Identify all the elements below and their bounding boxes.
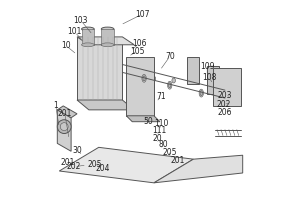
Polygon shape — [59, 147, 194, 183]
Ellipse shape — [192, 80, 195, 85]
Text: 103: 103 — [73, 16, 88, 25]
Text: 203: 203 — [218, 91, 232, 100]
Text: 201: 201 — [58, 109, 72, 118]
Text: 105: 105 — [130, 47, 144, 56]
Ellipse shape — [172, 78, 175, 83]
Text: 205: 205 — [163, 148, 177, 157]
Ellipse shape — [200, 91, 203, 96]
Text: 71: 71 — [157, 92, 166, 101]
Ellipse shape — [101, 27, 114, 31]
Polygon shape — [126, 116, 160, 122]
Text: 110: 110 — [154, 119, 169, 128]
Ellipse shape — [168, 81, 172, 89]
Ellipse shape — [82, 27, 94, 31]
Text: 201: 201 — [61, 158, 75, 167]
Text: 30: 30 — [73, 146, 82, 155]
Text: 204: 204 — [96, 164, 110, 173]
Circle shape — [57, 120, 71, 134]
Text: 10: 10 — [61, 41, 71, 50]
Text: 1: 1 — [53, 101, 58, 110]
Polygon shape — [101, 29, 114, 45]
Polygon shape — [57, 110, 71, 151]
Text: 205: 205 — [88, 160, 102, 169]
Ellipse shape — [142, 74, 146, 82]
Text: 201: 201 — [170, 156, 185, 165]
Text: 107: 107 — [135, 10, 149, 19]
Ellipse shape — [136, 75, 140, 80]
Text: 111: 111 — [152, 126, 167, 135]
Ellipse shape — [199, 89, 203, 97]
Polygon shape — [213, 68, 241, 106]
Text: 70: 70 — [165, 52, 175, 61]
Text: 202: 202 — [217, 100, 231, 109]
Text: 109: 109 — [200, 62, 214, 71]
Ellipse shape — [101, 43, 114, 47]
Ellipse shape — [169, 83, 171, 88]
Text: 50: 50 — [143, 117, 153, 126]
Polygon shape — [77, 100, 134, 110]
Circle shape — [60, 123, 68, 131]
Text: 80: 80 — [159, 140, 168, 149]
Polygon shape — [188, 57, 199, 84]
Polygon shape — [82, 29, 94, 45]
Polygon shape — [154, 155, 243, 183]
Text: 202: 202 — [67, 162, 81, 171]
Text: 206: 206 — [218, 108, 232, 117]
Polygon shape — [57, 106, 77, 118]
Polygon shape — [207, 66, 219, 94]
Ellipse shape — [143, 76, 145, 81]
Polygon shape — [77, 37, 134, 45]
Ellipse shape — [82, 43, 94, 47]
Text: 101: 101 — [68, 27, 82, 36]
Text: 106: 106 — [132, 39, 146, 48]
Polygon shape — [126, 57, 154, 116]
Ellipse shape — [152, 76, 156, 81]
Text: 20: 20 — [153, 134, 162, 143]
Text: 108: 108 — [202, 73, 216, 82]
Polygon shape — [77, 37, 122, 100]
